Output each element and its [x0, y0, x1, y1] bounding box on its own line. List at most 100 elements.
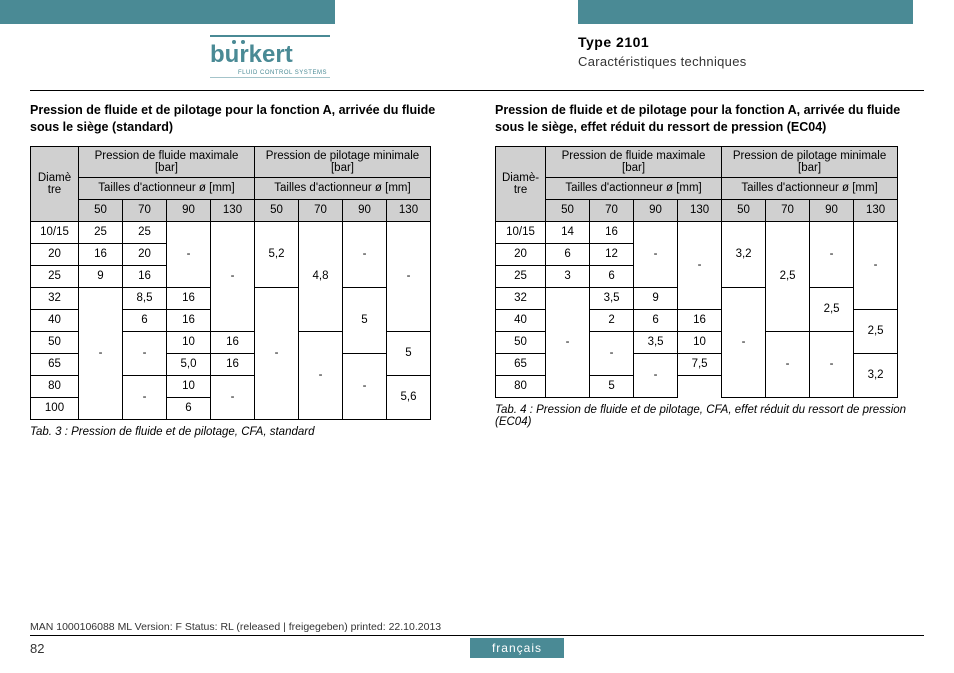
- brand-logo: burkert FLUID CONTROL SYSTEMS: [210, 34, 330, 78]
- cell: 5: [343, 287, 387, 353]
- cell: 16: [167, 309, 211, 331]
- caption-num: Tab. 3 :: [30, 426, 68, 438]
- right-title: Pression de fluide et de pilotage pour l…: [495, 102, 925, 136]
- cell: 80: [496, 375, 546, 397]
- c: 70: [299, 199, 343, 221]
- cell: 5: [387, 331, 431, 375]
- c: 130: [854, 199, 898, 221]
- cell: -: [79, 287, 123, 419]
- cell: 4,8: [299, 221, 343, 331]
- c: 130: [387, 199, 431, 221]
- cell: 16: [167, 287, 211, 309]
- c: 90: [810, 199, 854, 221]
- cell: -: [722, 287, 766, 397]
- cell: 2,5: [854, 309, 898, 353]
- cell: -: [167, 221, 211, 287]
- cell: -: [634, 353, 678, 397]
- hdr-sizes-l2: Tailles d'actionneur ø [mm]: [255, 177, 431, 199]
- cell: 6: [590, 265, 634, 287]
- burkert-logo-icon: burkert FLUID CONTROL SYSTEMS: [210, 34, 330, 78]
- header-rule: [30, 90, 924, 91]
- doc-header-text: Type 2101 Caractéristiques techniques: [578, 34, 747, 69]
- cell: 2,5: [810, 287, 854, 331]
- table-right: Diamè-tre Pression de fluide maximale [b…: [495, 146, 898, 398]
- cell: 10: [167, 331, 211, 353]
- cell: 50: [31, 331, 79, 353]
- cell: 16: [123, 265, 167, 287]
- cell: 80: [31, 375, 79, 397]
- cell: 100: [31, 397, 79, 419]
- page-number: 82: [30, 641, 90, 656]
- left-column: Pression de fluide et de pilotage pour l…: [30, 102, 460, 438]
- header-accent-right: [578, 0, 913, 24]
- cell: -: [299, 331, 343, 419]
- cell: -: [678, 221, 722, 309]
- cell: 40: [496, 309, 546, 331]
- cell: 10: [678, 331, 722, 353]
- cell: 16: [590, 221, 634, 243]
- cell: 3,2: [854, 353, 898, 397]
- cell: 25: [79, 221, 123, 243]
- c: 50: [722, 199, 766, 221]
- cell: -: [343, 353, 387, 419]
- cell: 6: [167, 397, 211, 419]
- cell: 16: [678, 309, 722, 331]
- cell: 32: [31, 287, 79, 309]
- table-row: 10/15 14 16 - - 3,2 2,5 - -: [496, 221, 898, 243]
- cell: 40: [31, 309, 79, 331]
- cell: 3,5: [634, 331, 678, 353]
- hdr-pmin: Pression de pilotage minimale [bar]: [722, 146, 898, 177]
- cell: -: [766, 331, 810, 397]
- cell: -: [590, 331, 634, 375]
- page-footer: MAN 1000106088 ML Version: F Status: RL …: [30, 621, 924, 661]
- language-badge: français: [470, 638, 564, 658]
- c: 50: [255, 199, 299, 221]
- cell: -: [810, 221, 854, 287]
- hdr-diam: Diamè-tre: [496, 146, 546, 221]
- c: 70: [590, 199, 634, 221]
- cell: 20: [496, 243, 546, 265]
- hdr-pmax: Pression de fluide maximale [bar]: [546, 146, 722, 177]
- doc-subtitle: Caractéristiques techniques: [578, 54, 747, 69]
- c: 70: [766, 199, 810, 221]
- cell: 6: [123, 309, 167, 331]
- caption-num: Tab. 4 :: [495, 404, 533, 416]
- right-column: Pression de fluide et de pilotage pour l…: [495, 102, 925, 438]
- svg-text:burkert: burkert: [210, 41, 293, 68]
- cell: -: [810, 331, 854, 397]
- hdr-sizes: Tailles d'actionneur ø [mm]: [546, 177, 722, 199]
- cell: 16: [211, 331, 255, 353]
- c: 90: [634, 199, 678, 221]
- hdr-pmin: Pression de pilotage minimale [bar]: [255, 146, 431, 177]
- c: 70: [123, 199, 167, 221]
- cell: -: [211, 375, 255, 419]
- cell: -: [343, 221, 387, 287]
- content-columns: Pression de fluide et de pilotage pour l…: [30, 102, 925, 438]
- cell: 16: [211, 353, 255, 375]
- cell: 8,5: [123, 287, 167, 309]
- right-caption: Tab. 4 : Pression de fluide et de pilota…: [495, 404, 925, 428]
- type-label: Type 2101: [578, 34, 747, 50]
- left-title: Pression de fluide et de pilotage pour l…: [30, 102, 460, 136]
- svg-text:FLUID CONTROL SYSTEMS: FLUID CONTROL SYSTEMS: [238, 70, 327, 76]
- left-caption: Tab. 3 : Pression de fluide et de pilota…: [30, 426, 460, 438]
- cell: 7,5: [678, 353, 722, 375]
- cell: 5,2: [255, 221, 299, 287]
- cell: -: [634, 221, 678, 287]
- cell: 32: [496, 287, 546, 309]
- doc-id-string: MAN 1000106088 ML Version: F Status: RL …: [30, 621, 924, 636]
- hdr-diam: Diamè tre: [31, 146, 79, 221]
- cell: 10/15: [31, 221, 79, 243]
- cell: 3: [546, 265, 590, 287]
- cell: 5,0: [167, 353, 211, 375]
- cell: 2,5: [766, 221, 810, 331]
- cell: 20: [123, 243, 167, 265]
- caption-text: Pression de fluide et de pilotage, CFA, …: [495, 404, 906, 428]
- cell: -: [123, 375, 167, 419]
- cell: -: [546, 287, 590, 397]
- c: 50: [546, 199, 590, 221]
- cell: 6: [634, 309, 678, 331]
- cell: 2: [590, 309, 634, 331]
- cell: 65: [496, 353, 546, 375]
- cell: 5,6: [387, 375, 431, 419]
